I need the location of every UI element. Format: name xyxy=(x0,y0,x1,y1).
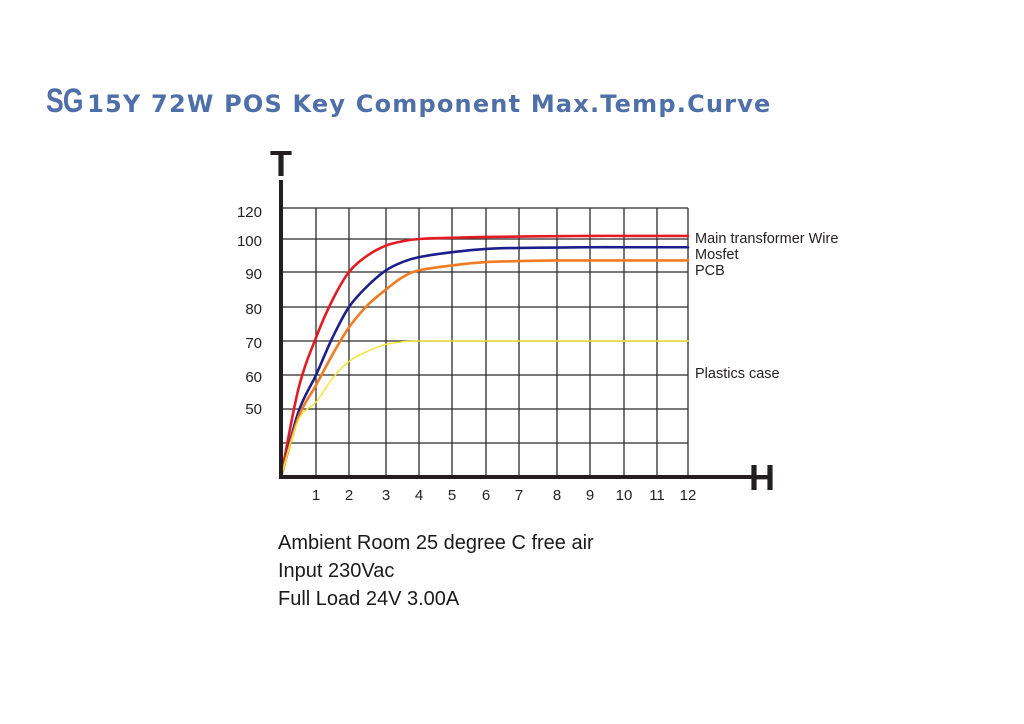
series-label-mosfet: Mosfet xyxy=(695,247,739,263)
x-tick-label: 5 xyxy=(448,487,456,504)
series-label-main-transformer-wire: Main transformer Wire xyxy=(695,231,838,247)
x-tick-label: 10 xyxy=(616,487,633,504)
series-label-pcb: PCB xyxy=(695,263,725,279)
curves xyxy=(279,234,690,479)
x-tick-label: 2 xyxy=(345,487,353,504)
series-label-plastics-case: Plastics case xyxy=(695,366,780,382)
y-tick-label: 90 xyxy=(245,266,262,283)
y-axis-label: T xyxy=(270,143,292,184)
x-tick-label: 11 xyxy=(649,487,665,504)
note-load: Full Load 24V 3.00A xyxy=(278,588,460,610)
chart-title: SG 15Y 72W POS Key Component Max.Temp.Cur… xyxy=(46,84,772,118)
note-input: Input 230Vac xyxy=(278,560,395,582)
x-tick-label: 1 xyxy=(312,487,320,504)
brand-mark: SG xyxy=(46,82,84,120)
note-ambient: Ambient Room 25 degree C free air xyxy=(278,532,594,554)
x-tick-label: 3 xyxy=(382,487,390,504)
x-tick-label: 6 xyxy=(482,487,490,504)
x-tick-label: 9 xyxy=(586,487,594,504)
grid xyxy=(281,207,689,477)
x-tick-label: 8 xyxy=(553,487,561,504)
x-tick-label: 7 xyxy=(515,487,523,504)
test-conditions: Ambient Room 25 degree C free air Input … xyxy=(278,529,594,613)
curve-main-transformer-wire xyxy=(279,234,690,479)
y-tick-label: 120 xyxy=(237,204,262,221)
y-tick-labels: 50 60 70 80 90 100 120 xyxy=(237,204,262,418)
x-tick-label: 4 xyxy=(415,487,423,504)
curve-mosfet xyxy=(279,245,690,479)
curve-plastics-case xyxy=(280,340,689,478)
curve-pcb xyxy=(279,259,690,479)
y-tick-label: 70 xyxy=(245,335,262,352)
y-tick-label: 100 xyxy=(237,233,262,250)
x-tick-labels: 1 2 3 4 5 6 7 8 9 10 11 12 xyxy=(312,487,697,504)
title-text: 15Y 72W POS Key Component Max.Temp.Curve xyxy=(87,90,772,118)
y-tick-label: 50 xyxy=(245,401,262,418)
x-tick-label: 12 xyxy=(680,487,697,504)
y-tick-label: 60 xyxy=(245,369,262,386)
axes xyxy=(279,180,756,479)
y-tick-label: 80 xyxy=(245,301,262,318)
x-axis-label: H xyxy=(749,457,775,498)
